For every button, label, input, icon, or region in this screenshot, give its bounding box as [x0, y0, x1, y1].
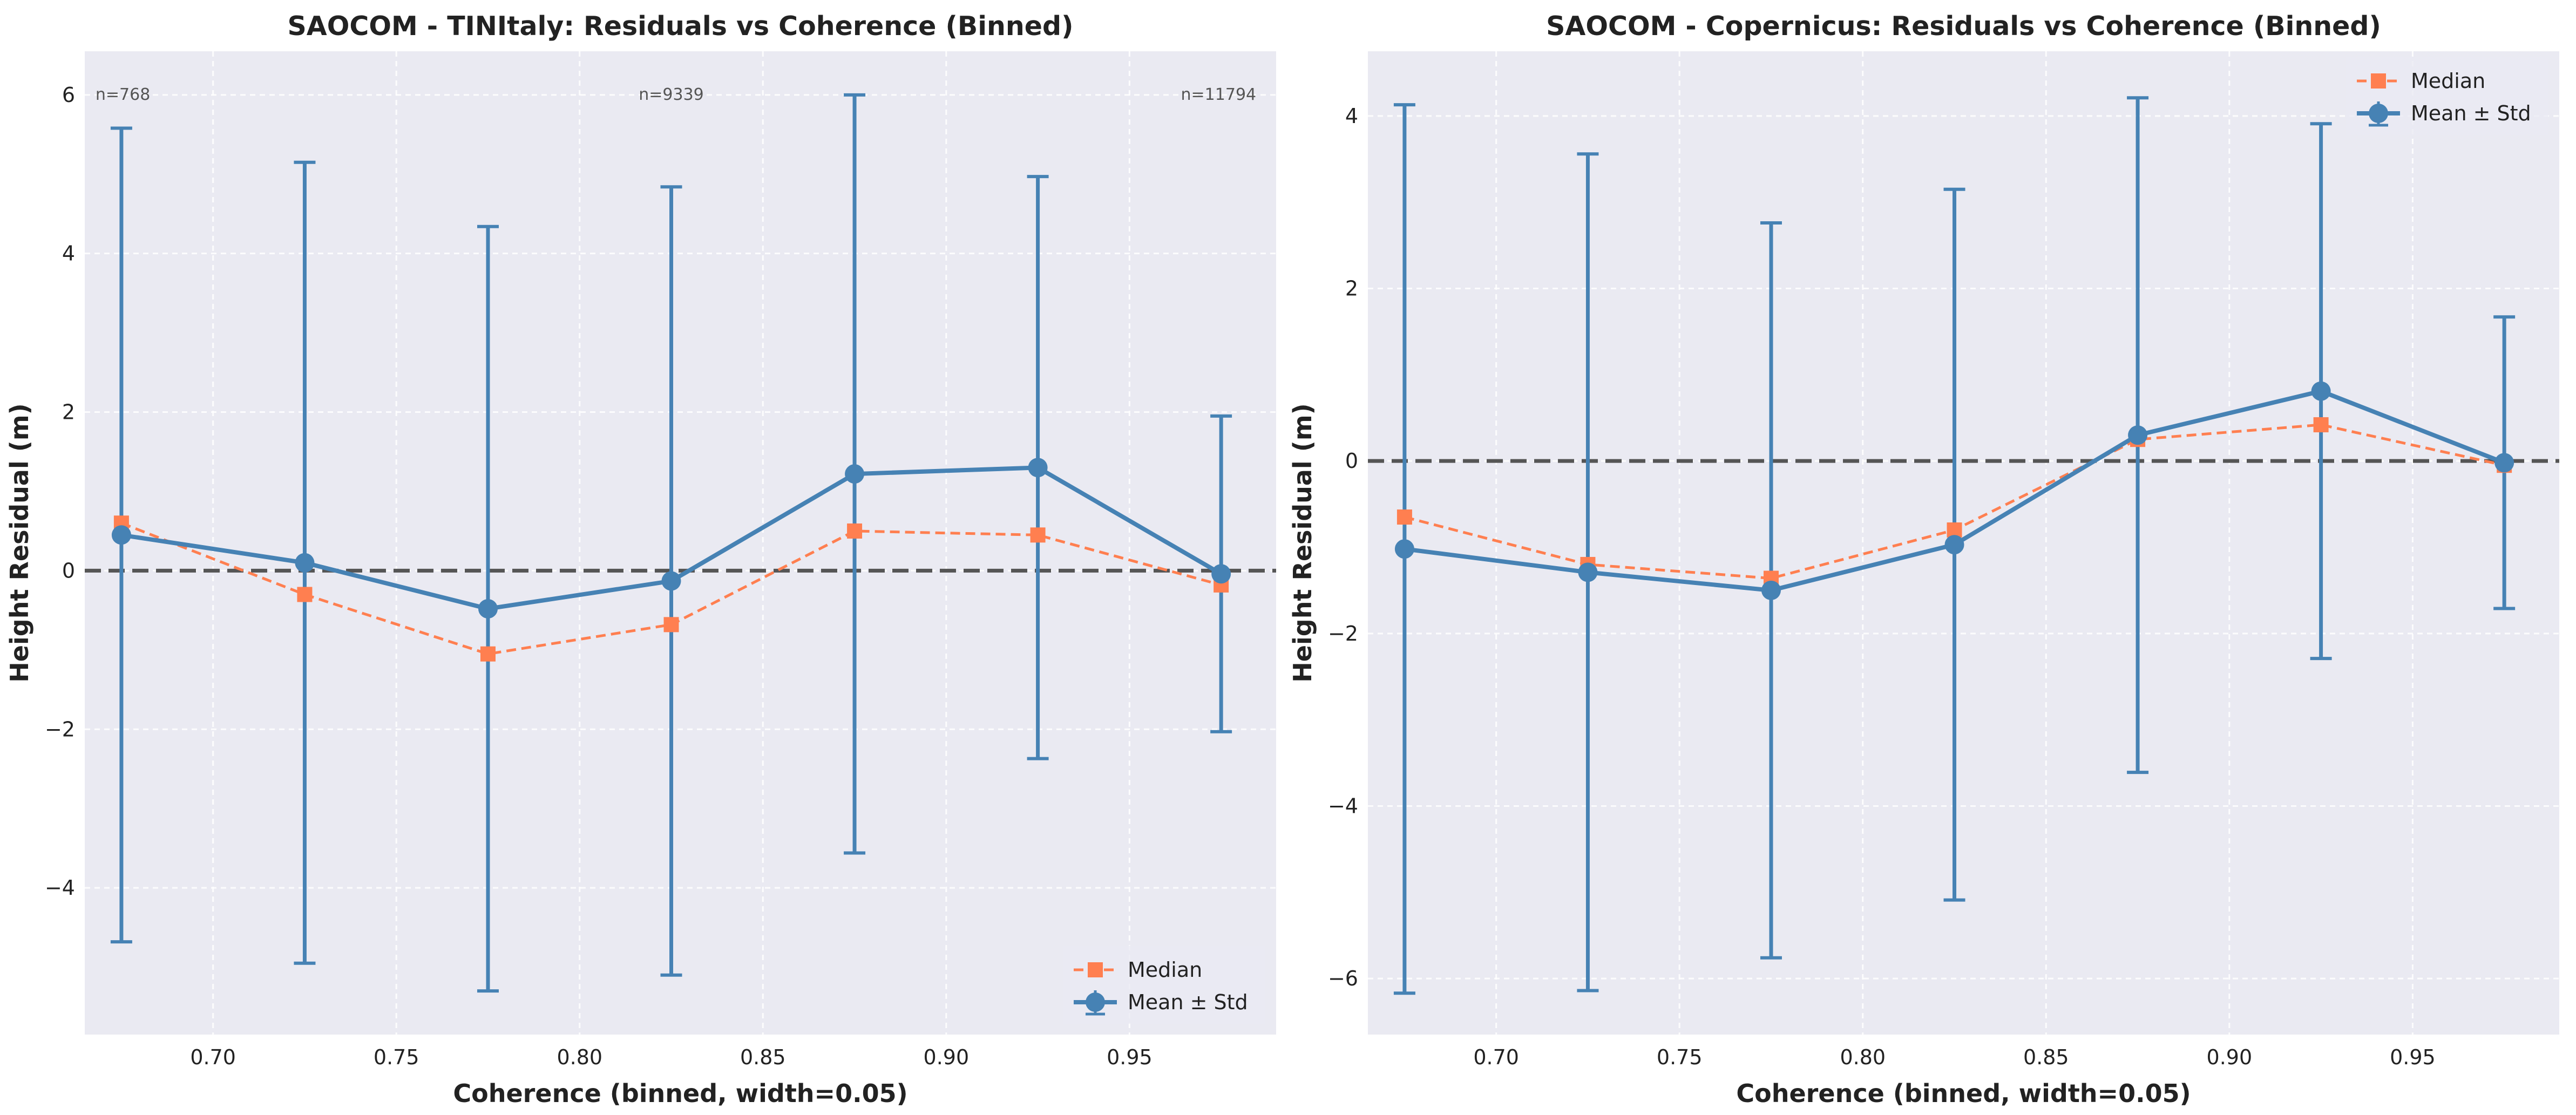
legend-median-symbol	[1074, 962, 1117, 977]
legend-median-marker	[2371, 73, 2386, 89]
x-tick-label: 0.70	[1473, 1045, 1519, 1069]
legend: Median Mean ± Std	[2346, 57, 2548, 135]
legend-median-label: Median	[1128, 958, 1202, 982]
y-tick-label: −2	[45, 717, 75, 741]
mean-point	[1028, 458, 1048, 478]
x-tick-label: 0.90	[2207, 1045, 2253, 1069]
tick-labels: 0.70 0.75 0.80 0.85 0.90 0.95 −6 −4 −2 0 2 4	[1328, 104, 2436, 1069]
chart-title: SAOCOM - TINItaly: Residuals vs Coherenc…	[288, 11, 1074, 42]
mean-point	[295, 553, 315, 573]
mean-point	[1944, 535, 1964, 555]
y-tick-label: 4	[1345, 104, 1358, 128]
median-point	[1397, 509, 1412, 525]
legend-median-symbol	[2357, 73, 2400, 89]
y-tick-label: 6	[62, 83, 75, 107]
mean-point	[2494, 453, 2514, 473]
legend-mean-label: Mean ± Std	[2411, 101, 2531, 125]
legend-mean-marker	[1086, 992, 1105, 1012]
count-annotation: n=11794	[1181, 85, 1257, 104]
x-tick-label: 0.95	[2390, 1045, 2436, 1069]
count-annotations: n=768 n=9339 n=11794	[96, 85, 1256, 104]
count-annotation: n=768	[96, 85, 150, 104]
mean-point	[1578, 562, 1598, 582]
data-marks	[110, 93, 1232, 993]
count-annotation: n=9339	[639, 85, 704, 104]
x-tick-label: 0.95	[1107, 1045, 1153, 1069]
legend-mean-symbol	[2357, 101, 2400, 127]
y-tick-label: 0	[62, 559, 75, 582]
y-axis-label: Height Residual (m)	[5, 403, 34, 682]
tick-labels: 0.70 0.75 0.80 0.85 0.90 0.95 −4 −2 0 2 4 6	[45, 83, 1153, 1069]
median-point	[847, 523, 863, 539]
x-tick-label: 0.85	[740, 1045, 786, 1069]
median-point	[1030, 527, 1046, 543]
y-tick-label: −4	[45, 876, 75, 900]
chart-panel-copernicus: 0.70 0.75 0.80 0.85 0.90 0.95 −6 −4 −2 0 2 4 SAOCOM…	[1288, 11, 2559, 1108]
legend-mean-symbol	[1074, 990, 1117, 1016]
plot-area	[85, 51, 1276, 1035]
x-tick-label: 0.80	[1840, 1045, 1886, 1069]
y-tick-label: −6	[1328, 967, 1358, 990]
mean-point	[2128, 425, 2148, 445]
y-tick-label: 2	[1345, 277, 1358, 301]
mean-point	[845, 464, 865, 484]
chart-title: SAOCOM - Copernicus: Residuals vs Cohere…	[1546, 11, 2381, 42]
median-point	[2313, 417, 2329, 433]
mean-point	[478, 599, 498, 618]
mean-point	[1394, 539, 1414, 559]
legend: Median Mean ± Std	[1063, 946, 1265, 1024]
mean-point	[1761, 580, 1781, 600]
mean-point	[661, 571, 681, 591]
legend-mean-marker	[2369, 104, 2388, 123]
grid-lines	[85, 51, 1276, 1035]
median-point	[480, 646, 496, 662]
median-point	[297, 587, 313, 602]
y-tick-label: 2	[62, 400, 75, 424]
y-tick-label: 4	[62, 242, 75, 266]
mean-point	[1211, 564, 1231, 584]
mean-point	[2311, 381, 2331, 401]
legend-median-marker	[1088, 962, 1103, 977]
median-point	[663, 617, 679, 633]
x-axis-label: Coherence (binned, width=0.05)	[1736, 1079, 2191, 1108]
x-tick-label: 0.75	[1657, 1045, 1703, 1069]
y-tick-label: −4	[1328, 794, 1358, 818]
legend-median-label: Median	[2411, 69, 2485, 93]
x-axis-label: Coherence (binned, width=0.05)	[453, 1079, 907, 1108]
legend-mean-label: Mean ± Std	[1128, 990, 1248, 1014]
y-axis-label: Height Residual (m)	[1288, 403, 1317, 682]
mean-point	[111, 525, 131, 545]
y-tick-label: 0	[1345, 449, 1358, 473]
x-tick-label: 0.80	[557, 1045, 602, 1069]
x-tick-label: 0.85	[2023, 1045, 2069, 1069]
x-tick-label: 0.90	[924, 1045, 970, 1069]
y-tick-label: −2	[1328, 622, 1358, 645]
data-marks	[1393, 96, 2516, 995]
x-tick-label: 0.70	[190, 1045, 236, 1069]
x-tick-label: 0.75	[374, 1045, 419, 1069]
